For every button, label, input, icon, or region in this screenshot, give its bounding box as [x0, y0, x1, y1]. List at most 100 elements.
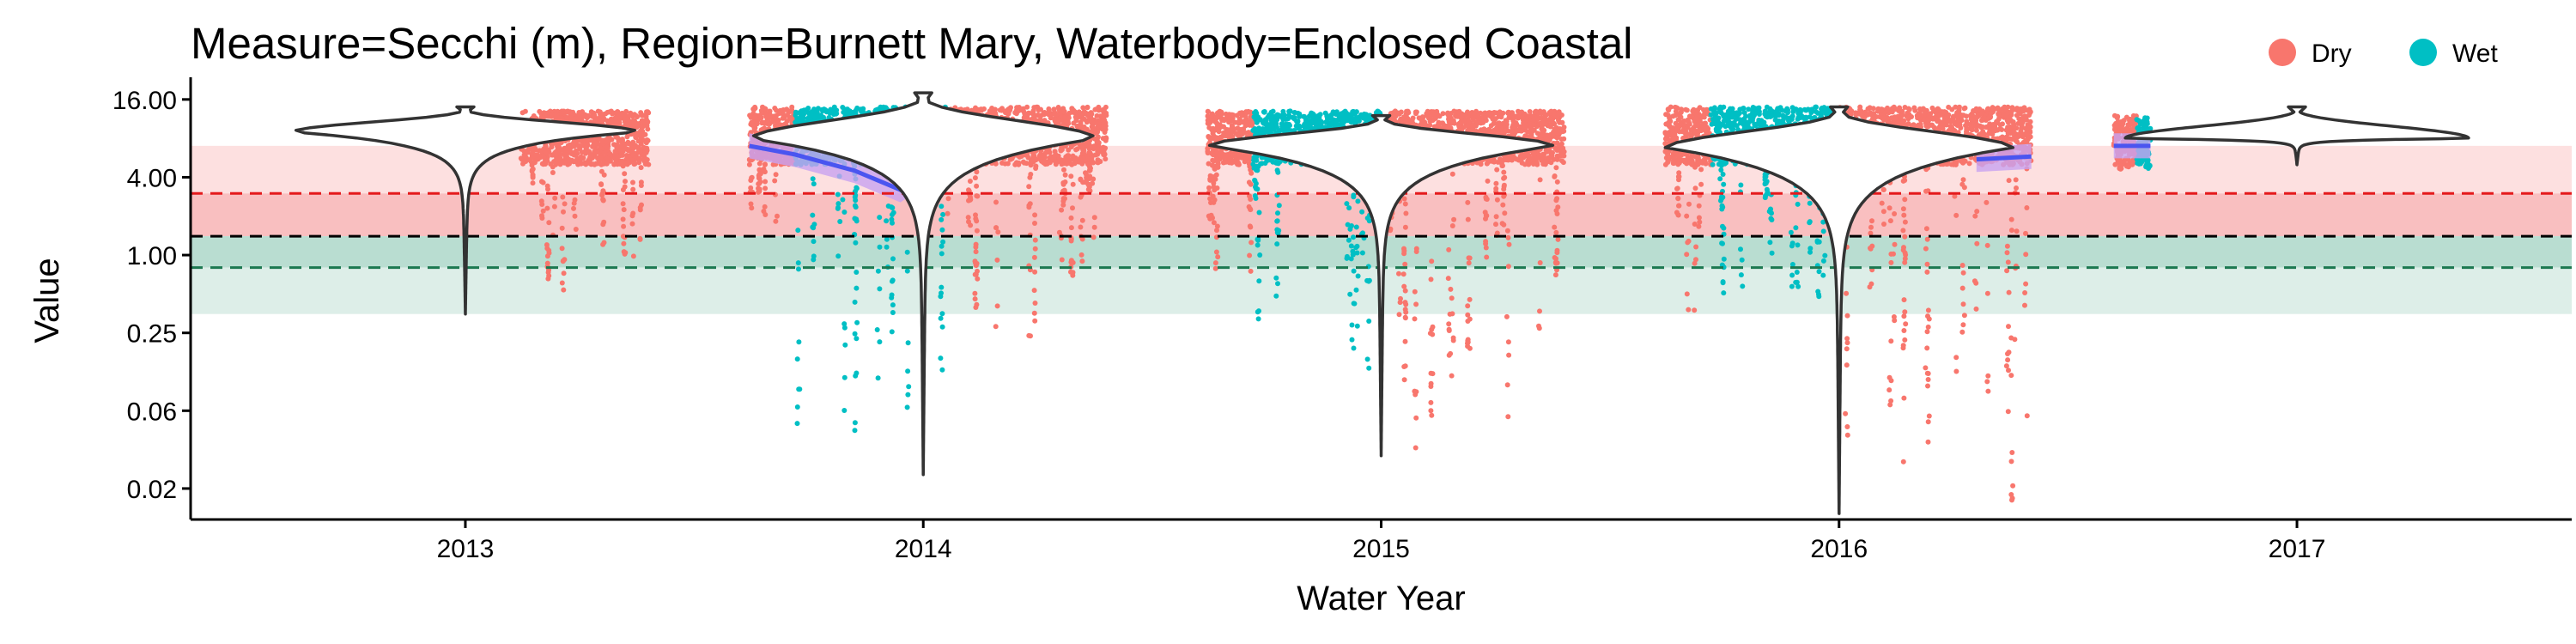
data-point: [852, 216, 858, 222]
data-point: [571, 200, 577, 206]
data-point: [1286, 108, 1292, 114]
data-point: [854, 105, 860, 111]
data-point: [1047, 160, 1053, 166]
data-point: [1070, 205, 1075, 211]
data-point: [968, 197, 974, 203]
data-point: [752, 113, 758, 119]
data-point: [1352, 118, 1358, 124]
data-point: [993, 161, 999, 167]
data-point: [1072, 155, 1078, 161]
data-point: [1042, 159, 1048, 165]
data-point: [530, 166, 536, 172]
data-point: [592, 140, 598, 146]
data-point: [974, 183, 980, 189]
data-point: [852, 299, 858, 305]
data-point: [529, 147, 535, 153]
data-point: [1087, 115, 1093, 121]
data-point: [793, 112, 799, 118]
data-point: [1084, 126, 1090, 132]
data-point: [1033, 157, 1039, 163]
data-point: [1256, 210, 1262, 216]
data-point: [1252, 177, 1258, 183]
data-point: [772, 106, 778, 111]
data-point: [522, 153, 528, 159]
data-point: [1041, 110, 1047, 116]
data-point: [531, 113, 537, 118]
data-point: [794, 356, 800, 362]
data-point: [1080, 155, 1086, 161]
data-point: [616, 138, 622, 144]
data-point: [1265, 129, 1271, 135]
data-point: [1210, 215, 1215, 221]
data-point: [535, 156, 541, 162]
data-point: [1303, 122, 1309, 128]
data-point: [940, 211, 946, 217]
data-point: [1353, 224, 1359, 230]
data-point: [588, 109, 594, 115]
data-point: [762, 161, 768, 167]
data-point: [620, 201, 626, 207]
data-point: [1280, 124, 1286, 130]
data-point: [538, 149, 544, 155]
data-point: [546, 220, 552, 226]
data-point: [904, 249, 910, 255]
data-point: [1286, 121, 1292, 127]
data-point: [598, 112, 604, 118]
data-point: [835, 204, 841, 210]
data-point: [830, 108, 836, 114]
data-point: [533, 152, 539, 158]
data-point: [578, 112, 584, 118]
data-point: [631, 150, 637, 156]
data-point: [1060, 196, 1066, 202]
data-point: [1242, 159, 1248, 165]
data-point: [539, 161, 545, 167]
data-point: [835, 201, 841, 207]
data-point: [1224, 152, 1230, 158]
data-point: [789, 104, 795, 110]
data-point: [1007, 107, 1013, 112]
data-point: [543, 143, 549, 149]
data-point: [1255, 309, 1261, 315]
data-point: [561, 209, 566, 215]
data-point: [831, 104, 837, 110]
data-point: [1251, 128, 1257, 134]
data-point: [1276, 203, 1282, 209]
data-point: [966, 219, 971, 225]
data-point: [1214, 228, 1219, 234]
data-point: [1221, 118, 1227, 124]
data-point: [1028, 172, 1034, 177]
data-point: [842, 342, 848, 348]
data-point: [1072, 114, 1078, 120]
data-point: [1035, 112, 1041, 118]
data-point: [772, 178, 778, 184]
data-point: [1302, 113, 1308, 119]
data-point: [1313, 118, 1318, 124]
data-point: [796, 339, 802, 345]
data-point: [1295, 118, 1301, 125]
data-point: [626, 141, 632, 147]
data-point: [644, 148, 649, 154]
data-point: [973, 260, 978, 266]
data-point: [938, 294, 944, 300]
data-point: [1068, 225, 1074, 231]
data-point: [635, 149, 641, 155]
data-point: [1366, 218, 1372, 224]
data-point: [852, 420, 858, 426]
data-point: [747, 112, 753, 118]
data-point: [1344, 253, 1350, 259]
data-point: [810, 212, 816, 218]
data-point: [1062, 115, 1068, 121]
data-point: [560, 194, 566, 200]
data-point: [1042, 118, 1048, 124]
data-point: [1205, 108, 1211, 114]
data-point: [840, 197, 846, 203]
data-point: [890, 210, 896, 216]
data-point: [540, 208, 546, 214]
data-point: [1274, 241, 1280, 247]
data-point: [975, 276, 981, 282]
data-point: [860, 106, 866, 112]
data-point: [877, 244, 883, 250]
data-point: [1032, 212, 1038, 218]
data-point: [1207, 136, 1213, 142]
data-point: [1339, 119, 1345, 125]
